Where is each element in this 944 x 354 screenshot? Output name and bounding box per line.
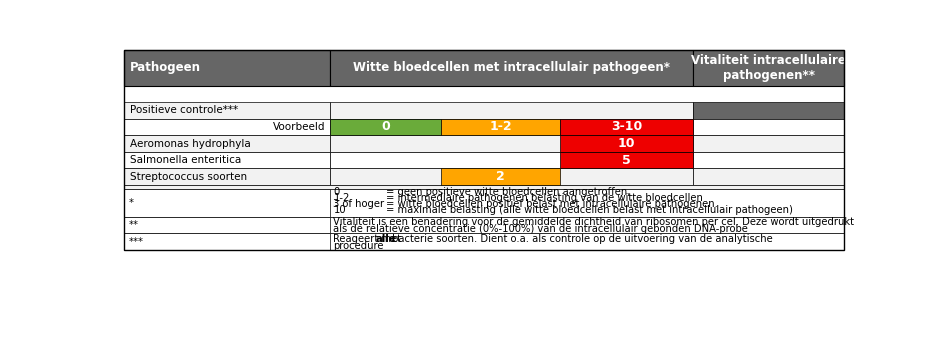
- Text: = witte bloedcellen positief belast met intracellulaire pathogenen.: = witte bloedcellen positief belast met …: [386, 199, 717, 209]
- Bar: [559, 152, 692, 169]
- Bar: [692, 50, 843, 86]
- Bar: [692, 102, 843, 119]
- Text: Reageert met: Reageert met: [333, 234, 404, 244]
- Bar: [441, 169, 559, 185]
- Bar: [329, 135, 692, 152]
- Bar: [329, 152, 692, 169]
- Text: 2: 2: [496, 170, 504, 183]
- Bar: [692, 135, 843, 152]
- Bar: [329, 169, 692, 185]
- Text: Pathogeen: Pathogeen: [129, 61, 200, 74]
- Text: 0: 0: [380, 120, 389, 133]
- Bar: [125, 189, 843, 217]
- Bar: [125, 217, 329, 233]
- Text: alle: alle: [376, 234, 396, 244]
- Bar: [692, 152, 843, 169]
- Text: 3 of hoger: 3 of hoger: [333, 199, 384, 209]
- Text: 1-2: 1-2: [333, 193, 349, 203]
- Bar: [125, 217, 843, 233]
- Text: = geen positieve witte bloedcellen aangetroffen,: = geen positieve witte bloedcellen aange…: [386, 187, 630, 197]
- Text: als de relatieve concentratie (0%-100%) van de intracellulair gebonden DNA-probe: als de relatieve concentratie (0%-100%) …: [333, 224, 748, 234]
- Bar: [125, 169, 329, 185]
- Bar: [125, 233, 843, 250]
- Bar: [329, 119, 692, 135]
- Text: Vitaliteit intracellulaire
pathogenen**: Vitaliteit intracellulaire pathogenen**: [690, 54, 845, 82]
- Bar: [329, 102, 692, 119]
- Bar: [329, 50, 692, 86]
- Text: Aeromonas hydrophyla: Aeromonas hydrophyla: [129, 138, 250, 149]
- Bar: [125, 233, 329, 250]
- Text: **: **: [128, 220, 138, 230]
- Text: Voorbeeld: Voorbeeld: [273, 122, 326, 132]
- Bar: [125, 185, 843, 189]
- Text: ***: ***: [128, 237, 143, 247]
- Text: 10: 10: [617, 137, 634, 150]
- Text: procedure: procedure: [333, 241, 383, 251]
- Text: 1-2: 1-2: [489, 120, 512, 133]
- Text: = intermediaire pathogenen belasting van de witte bloedcellen: = intermediaire pathogenen belasting van…: [386, 193, 702, 203]
- Bar: [125, 152, 329, 169]
- Bar: [692, 119, 843, 135]
- Text: *: *: [128, 198, 133, 208]
- Bar: [125, 189, 329, 217]
- Bar: [441, 119, 559, 135]
- Text: Positieve controle***: Positieve controle***: [129, 105, 238, 115]
- Bar: [125, 119, 329, 135]
- Bar: [692, 169, 843, 185]
- Bar: [559, 119, 692, 135]
- Bar: [125, 50, 329, 86]
- Text: Witte bloedcellen met intracellulair pathogeen*: Witte bloedcellen met intracellulair pat…: [352, 61, 669, 74]
- Text: = maximale belasting (alle witte bloedcellen belast met intracellulair pathogeen: = maximale belasting (alle witte bloedce…: [386, 205, 792, 215]
- Text: Vitaliteit is een benadering voor de gemiddelde dichtheid van ribosomen per cel.: Vitaliteit is een benadering voor de gem…: [333, 217, 853, 227]
- Bar: [329, 119, 441, 135]
- Text: 3-10: 3-10: [610, 120, 642, 133]
- Text: 0: 0: [333, 187, 339, 197]
- Text: 10: 10: [333, 205, 346, 215]
- Text: Salmonella enteritica: Salmonella enteritica: [129, 155, 241, 165]
- Text: Streptococcus soorten: Streptococcus soorten: [129, 172, 246, 182]
- Bar: [125, 102, 329, 119]
- Bar: [125, 135, 329, 152]
- Text: 5: 5: [621, 154, 631, 167]
- Bar: [559, 135, 692, 152]
- Bar: [125, 50, 843, 250]
- Text: bacterie soorten. Dient o.a. als controle op de uitvoering van de analytische: bacterie soorten. Dient o.a. als control…: [388, 234, 771, 244]
